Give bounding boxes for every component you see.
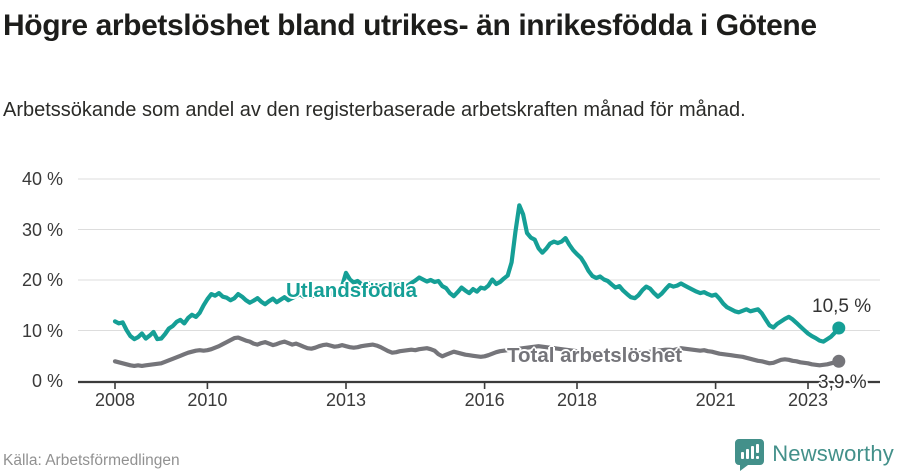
x-tick-label: 2021: [695, 390, 736, 410]
series-label-total-arbetsloshet: Total arbetslöshet: [507, 344, 683, 367]
series-end-dot: [832, 321, 846, 335]
x-tick-label: 2013: [325, 390, 367, 410]
series-line-utlandsf-dda: [112, 203, 841, 344]
x-tick-label: 2008: [94, 390, 136, 410]
series-label-utlandsfodda: Utlandsfödda: [286, 279, 417, 302]
newsworthy-logo-icon: [735, 438, 765, 471]
y-tick-label: 20 %: [21, 270, 63, 290]
newsworthy-logo: Newsworthy: [734, 437, 894, 471]
end-value-total: 3,9 %: [818, 372, 867, 393]
chart-subtitle: Arbetssökande som andel av den registerb…: [3, 99, 746, 121]
y-tick-label: 10 %: [21, 320, 63, 341]
end-value-utlandsfodda: 10,5 %: [812, 296, 872, 317]
series-end-dot: [832, 354, 846, 368]
y-tick-label: 40 %: [21, 169, 63, 189]
x-tick-label: 2023: [787, 390, 829, 410]
newsworthy-logo-text: Newsworthy: [772, 441, 894, 466]
x-tick-label: 2010: [187, 390, 228, 410]
source-note: Källa: Arbetsförmedlingen: [3, 452, 180, 469]
series-line-total-arbetsl-shet: [112, 335, 841, 368]
x-tick-label: 2016: [464, 390, 505, 410]
y-tick-label: 0 %: [31, 371, 63, 391]
chart-title: Högre arbetslöshet bland utrikes- än inr…: [3, 9, 817, 42]
x-tick-label: 2018: [556, 390, 598, 410]
y-tick-label: 30 %: [21, 219, 63, 240]
